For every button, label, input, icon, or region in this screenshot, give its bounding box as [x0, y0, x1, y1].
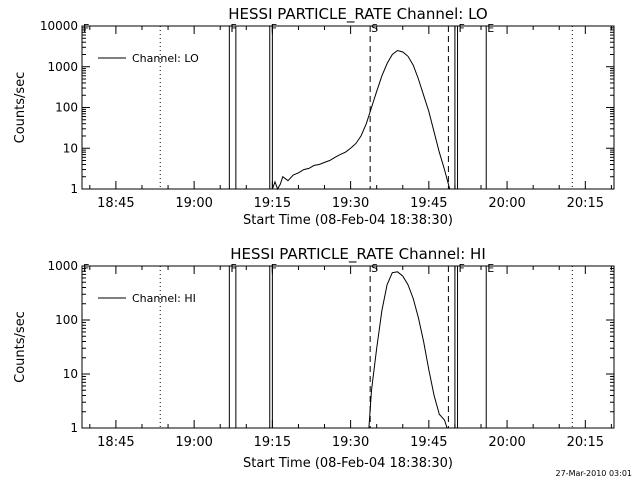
y-tick-label: 10000 — [40, 19, 78, 33]
marker-label: F — [459, 22, 465, 35]
x-tick-label: 18:45 — [97, 196, 134, 211]
x-tick-label: 19:00 — [175, 435, 212, 450]
x-axis-label: Start Time (08-Feb-04 18:38:30) — [243, 213, 453, 228]
y-tick-label: 100 — [55, 101, 78, 115]
legend-label: Channel: HI — [132, 292, 196, 305]
timestamp-footer: 27-Mar-2010 03:01 — [555, 469, 633, 478]
chart-title: HESSI PARTICLE_RATE Channel: HI — [230, 245, 486, 264]
series-line — [271, 49, 451, 191]
marker-label: E — [487, 22, 494, 35]
x-tick-label: 20:15 — [567, 196, 604, 211]
marker-label: F — [459, 262, 465, 275]
marker-label: F — [83, 262, 89, 275]
y-tick-label: 10 — [63, 141, 78, 155]
y-tick-label: 1000 — [47, 259, 78, 273]
x-tick-label: 19:15 — [254, 435, 291, 450]
x-tick-label: 20:00 — [488, 196, 525, 211]
y-tick-label: 100 — [55, 313, 78, 327]
marker-label: S — [371, 262, 378, 275]
marker-label: F — [83, 22, 89, 35]
marker-label: F — [271, 262, 277, 275]
marker-label: E — [487, 262, 494, 275]
x-axis-label: Start Time (08-Feb-04 18:38:30) — [243, 456, 453, 471]
legend-label: Channel: LO — [132, 52, 199, 65]
y-axis-label: Counts/sec — [13, 311, 28, 383]
x-tick-label: 20:15 — [567, 435, 604, 450]
y-tick-label: 1 — [70, 421, 78, 435]
x-tick-label: 19:45 — [410, 196, 447, 211]
x-tick-label: 19:45 — [410, 435, 447, 450]
y-tick-label: 1000 — [47, 60, 78, 74]
panel-lo: HESSI PARTICLE_RATE Channel: LO 1 10 100 100… — [13, 5, 615, 228]
chart-title: HESSI PARTICLE_RATE Channel: LO — [228, 5, 487, 24]
x-tick-label: 19:30 — [332, 435, 369, 450]
marker-label: F — [230, 262, 236, 275]
marker-label: F — [271, 22, 277, 35]
y-axis-label: Counts/sec — [13, 72, 28, 144]
panel-hi: HESSI PARTICLE_RATE Channel: HI 1 10 100 100… — [13, 245, 615, 471]
y-tick-label: 10 — [63, 367, 78, 381]
plot-frame — [81, 265, 615, 429]
x-tick-label: 18:45 — [97, 435, 134, 450]
marker-label: F — [230, 22, 236, 35]
y-tick-label: 1 — [70, 182, 78, 196]
plot-frame — [81, 25, 615, 190]
x-tick-label: 19:15 — [254, 196, 291, 211]
x-tick-label: 19:30 — [332, 196, 369, 211]
x-tick-label: 19:00 — [175, 196, 212, 211]
marker-label: S — [371, 22, 378, 35]
series-line — [368, 271, 448, 429]
x-tick-label: 20:00 — [488, 435, 525, 450]
